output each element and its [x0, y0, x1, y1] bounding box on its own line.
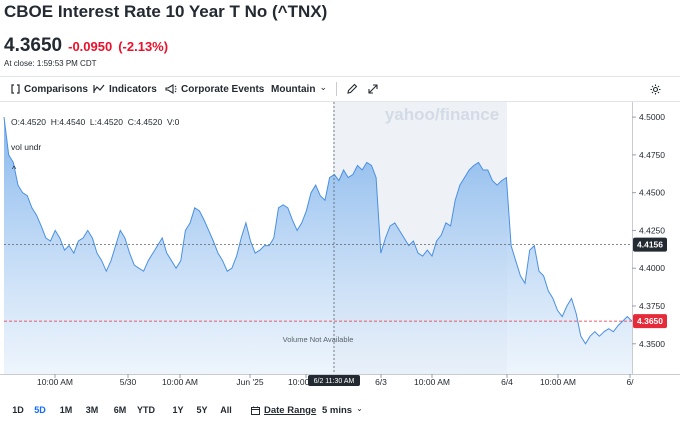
megaphone-icon: [165, 84, 177, 94]
crosshair-value-label: 4.4156: [637, 240, 663, 250]
x-tick-label: 10:00 AM: [540, 377, 576, 387]
interval-label: 5 mins: [322, 404, 353, 416]
range-bar: Date Range 5 mins ⌄ 1D 5D 1M 3M 6M YTD 1Y 5Y All: [0, 400, 680, 420]
chevron-down-icon: ⌄: [356, 404, 363, 413]
quote-price-row: 4.3650 -0.0950 (-2.13%): [4, 35, 168, 57]
quote-change: -0.0950: [68, 39, 113, 54]
crosshair-time-badge: [308, 375, 360, 386]
range-button-3m[interactable]: 3M: [85, 405, 99, 415]
ohlc-readout: O:4.4520 H:4.4540 L:4.4520 C:4.4520 V:0: [11, 117, 180, 127]
settings-button[interactable]: [650, 78, 661, 100]
quote-price: 4.3650: [4, 35, 63, 56]
quote-change-percent: (-2.13%): [118, 39, 169, 54]
yahoo-finance-watermark: yahoo/finance: [385, 105, 499, 124]
range-button-1m[interactable]: 1M: [59, 405, 73, 415]
corporate-events-button[interactable]: Corporate Events: [165, 78, 264, 100]
calendar-icon: [251, 406, 260, 415]
pencil-icon: [346, 83, 358, 95]
x-tick-label: 5/30: [120, 377, 137, 387]
range-button-5y[interactable]: 5Y: [196, 405, 208, 415]
draw-button[interactable]: [346, 78, 358, 100]
corporate-events-label: Corporate Events: [181, 83, 265, 95]
toolbar-separator: [336, 82, 337, 96]
y-tick-label: 4.4250: [639, 225, 665, 235]
range-button-1d[interactable]: 1D: [12, 405, 24, 415]
chart-overlays: 4.4156 4.3650 6/2 11:30 AM: [4, 102, 667, 386]
divider: [0, 76, 680, 77]
crosshair-value-badge: [633, 237, 667, 252]
x-tick-label: Jun '25: [236, 377, 263, 387]
x-tick-label: 10:00 AM: [288, 377, 324, 387]
y-tick-label: 4.4750: [639, 150, 665, 160]
indicators-button[interactable]: Indicators: [93, 78, 157, 100]
y-tick-label: 4.4500: [639, 188, 665, 198]
price-area: [4, 117, 632, 374]
price-line: [3, 117, 633, 345]
y-tick-label: 4.5000: [639, 112, 665, 122]
range-button-5d[interactable]: 5D: [34, 405, 46, 415]
y-axis: 4.5000 4.4750 4.4500 4.4250 4.4000 4.3750 4.35…: [632, 102, 665, 374]
chart-toolbar: Comparisons Indicators Corporate Events …: [0, 78, 680, 100]
chart-style-label: Mountain: [271, 83, 316, 95]
x-axis: 10:00 AM 5/30 10:00 AM Jun '25 10:00 AM 6/3 10…: [0, 374, 680, 387]
crosshair-time-label: 6/2 11:30 AM: [314, 378, 355, 385]
chart-style-dropdown[interactable]: Mountain ⌄: [271, 78, 327, 100]
collapse-icon[interactable]: ^: [12, 164, 17, 174]
comparisons-label: Comparisons: [24, 83, 88, 95]
divider: [0, 101, 680, 102]
expand-icon: [368, 84, 378, 94]
interval-dropdown[interactable]: 5 mins ⌄: [322, 400, 363, 420]
range-button-all[interactable]: All: [220, 405, 232, 415]
comparisons-button[interactable]: Comparisons: [11, 78, 88, 100]
range-button-ytd[interactable]: YTD: [137, 405, 155, 415]
date-range-button[interactable]: Date Range: [251, 400, 316, 420]
x-tick-label: 6/3: [375, 377, 387, 387]
x-tick-label: 6/: [626, 377, 634, 387]
range-button-6m[interactable]: 6M: [113, 405, 127, 415]
y-tick-label: 4.3750: [639, 301, 665, 311]
price-chart[interactable]: yahoo/finance O:4.4520 H:4.4540 L:4.4520…: [0, 102, 680, 398]
close-time: At close: 1:59:53 PM CDT: [4, 59, 97, 68]
quote-title: CBOE Interest Rate 10 Year T No (^TNX): [4, 2, 328, 21]
x-tick-label: 10:00 AM: [37, 377, 73, 387]
expand-button[interactable]: [368, 78, 378, 100]
x-tick-label: 6/4: [501, 377, 513, 387]
bracket-icon: [11, 84, 20, 94]
indicators-label: Indicators: [109, 83, 157, 95]
indicators-icon: [93, 84, 105, 94]
range-button-1y[interactable]: 1Y: [172, 405, 184, 415]
gear-icon: [650, 84, 661, 95]
volume-label: vol undr: [11, 142, 41, 152]
x-tick-label: 10:00 AM: [162, 377, 198, 387]
x-tick-label: 10:00 AM: [414, 377, 450, 387]
y-tick-label: 4.4000: [639, 263, 665, 273]
last-price-label: 4.3650: [637, 316, 663, 326]
volume-not-available: Volume Not Available: [283, 335, 354, 344]
last-price-badge: [633, 314, 667, 329]
date-range-label: Date Range: [264, 404, 317, 416]
chevron-down-icon: ⌄: [319, 81, 327, 92]
y-tick-label: 4.3500: [639, 339, 665, 349]
